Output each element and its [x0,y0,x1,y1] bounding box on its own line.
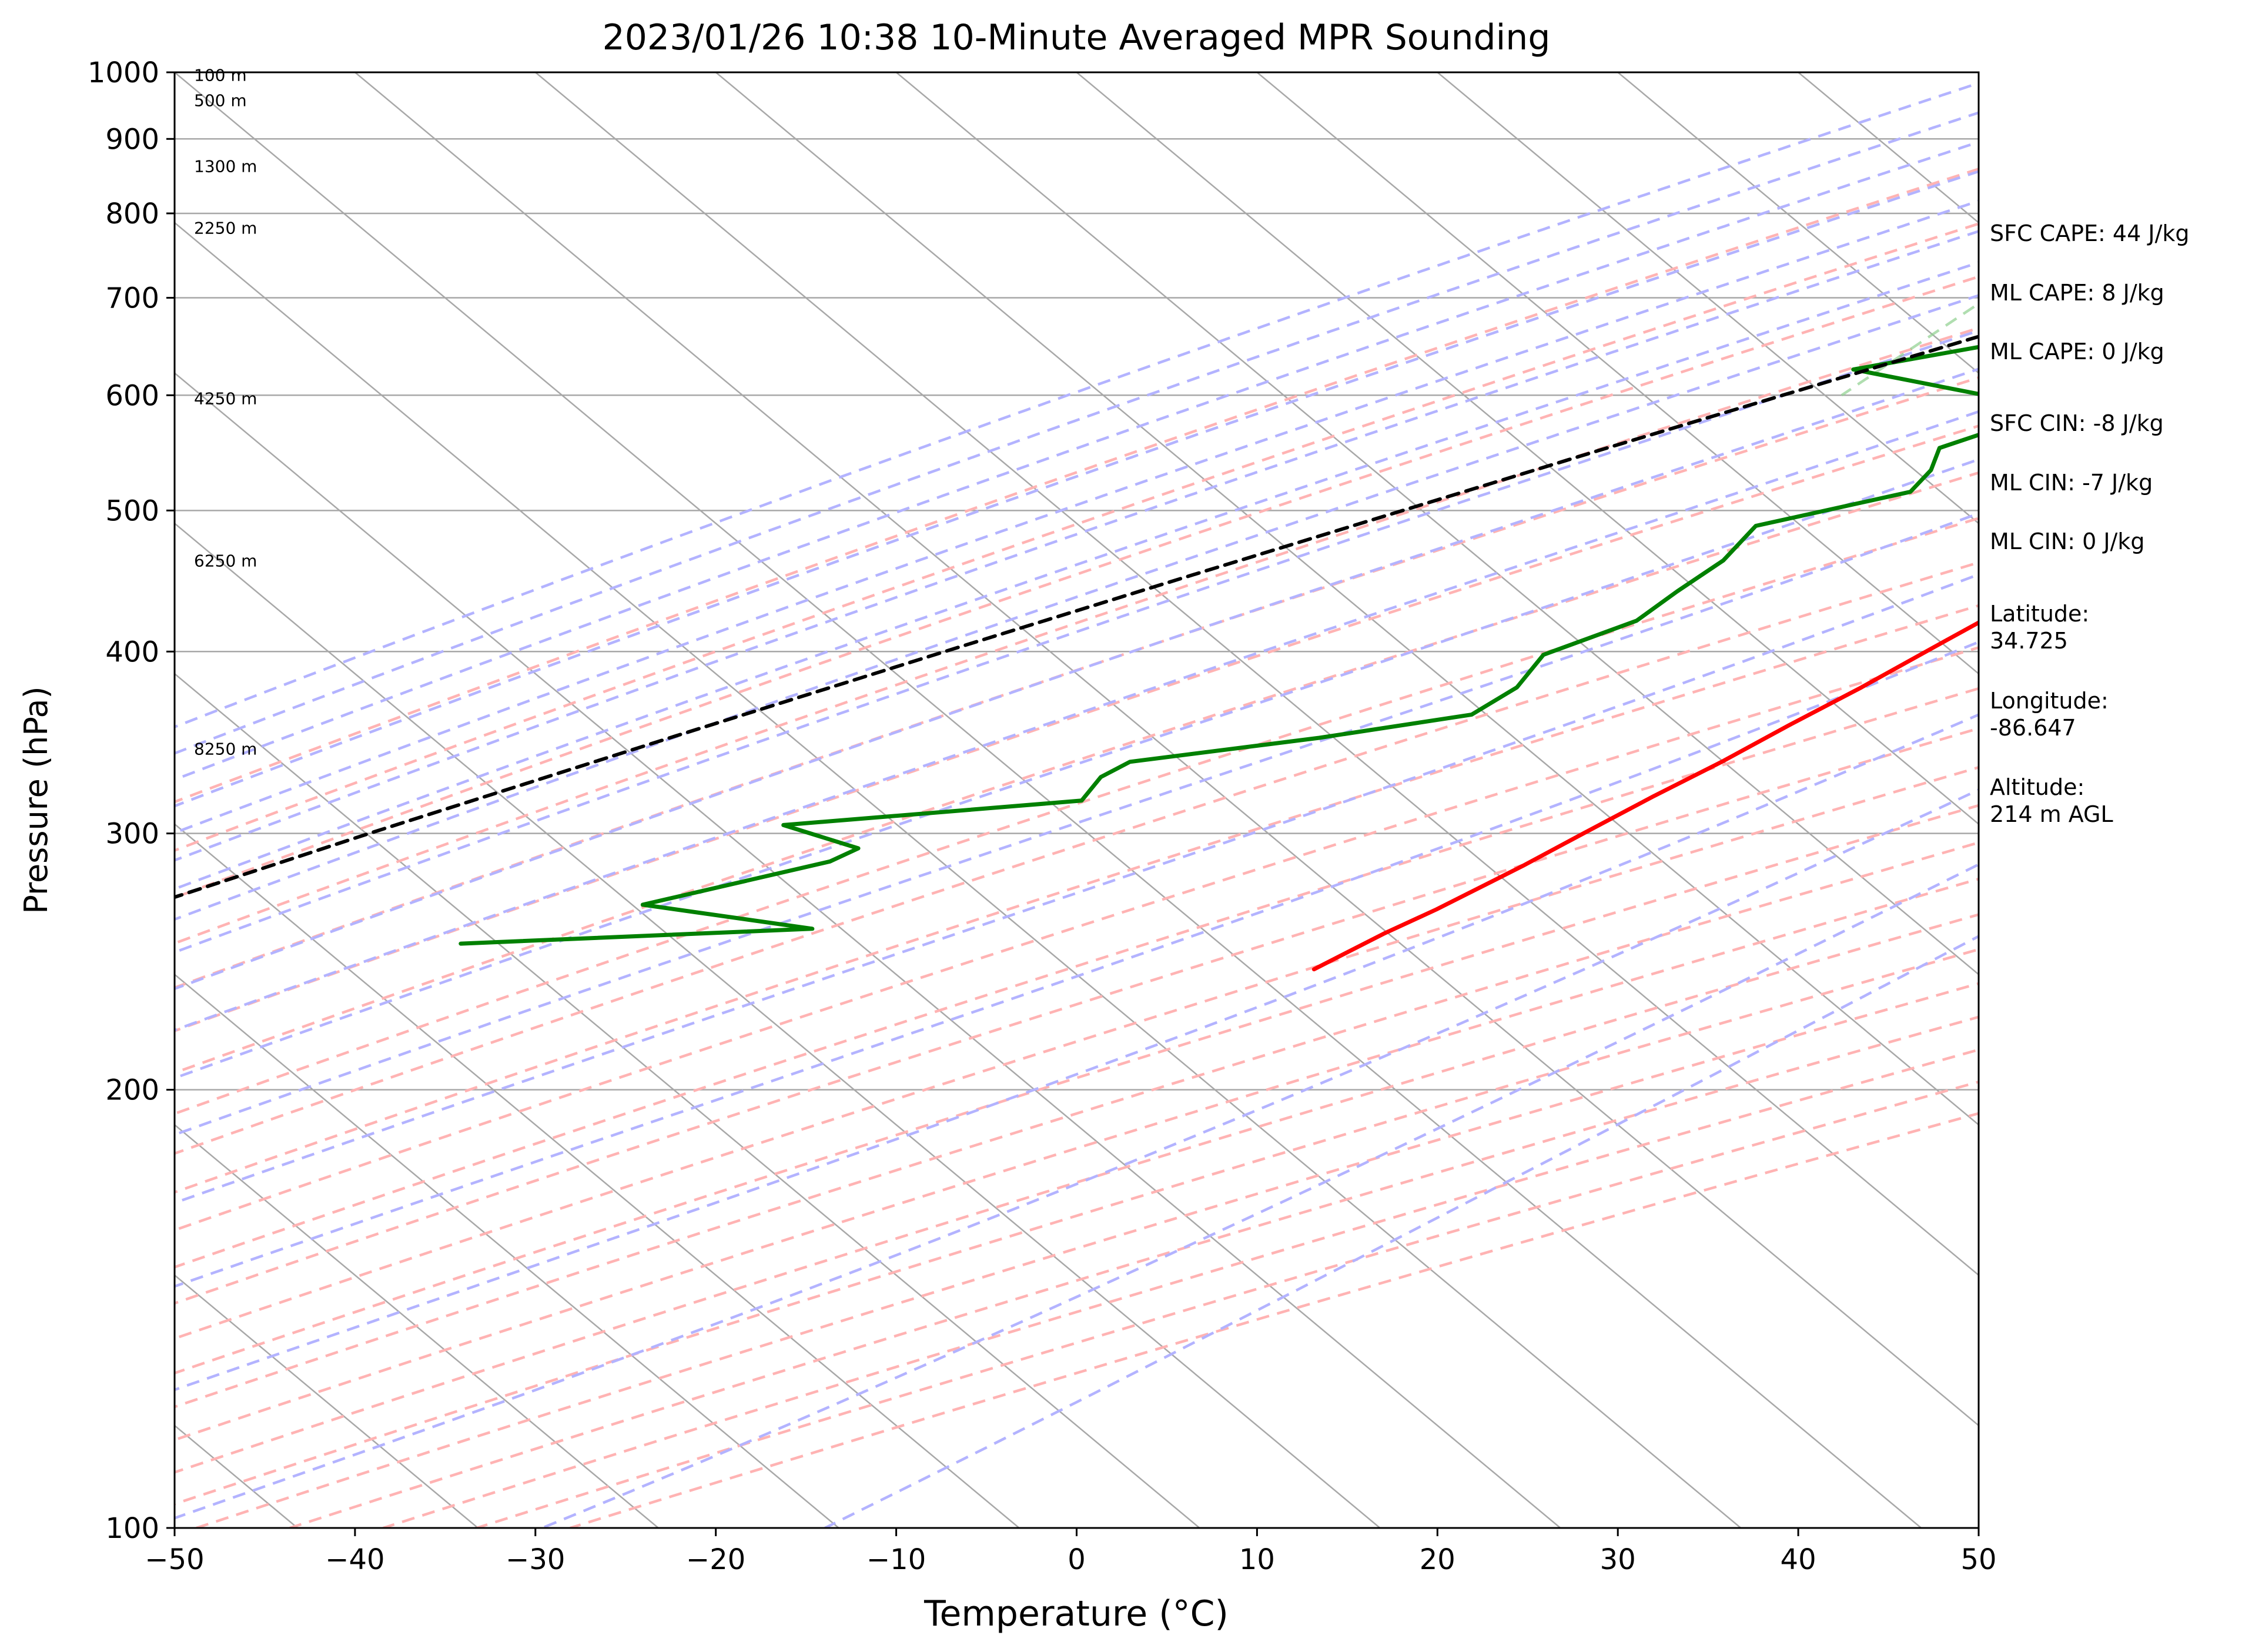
dry-adiabat-line [175,222,1979,852]
moist-adiabat-line [175,512,1979,1136]
y-tick-label: 200 [105,1074,159,1107]
x-tick-label: −20 [686,1543,745,1576]
moist-adiabat-line [175,294,1979,921]
isotherm-line [175,222,1742,1528]
y-tick-label: 400 [105,636,159,668]
y-tick-label: 700 [105,282,159,315]
moist-adiabat-line [175,713,1979,1392]
moist-adiabat-line [175,367,1979,991]
sounding-parameters: SFC CAPE: 44 J/kg ML CAPE: 8 J/kg ML CAPE:… [1990,220,2190,827]
y-tick-label: 1000 [88,56,159,89]
isotherm-line [175,522,1381,1528]
height-labels: 100 m 500 m 1300 m 2250 m 4250 m 6250 m 8250 m [194,65,257,758]
y-tick-label: 900 [105,123,159,156]
moist-adiabat-line [824,935,1979,1528]
moist-adiabat-line [175,329,1979,954]
parameter-annotation: SFC CIN: -8 J/kg [1990,410,2164,436]
dry-adiabat-line [175,517,1979,1115]
y-tick-label: 300 [105,818,159,851]
y-tick-label: 100 [105,1512,159,1545]
x-tick-label: 0 [1068,1543,1086,1576]
x-tick-label: −10 [866,1543,926,1576]
isotherm-line [175,1123,659,1528]
moist-adiabat-line [175,170,1979,808]
x-axis-label: Temperature (°C) [923,1593,1229,1634]
height-label: 500 m [194,91,247,110]
parameter-annotation: ML CAPE: 0 J/kg [1990,339,2164,364]
height-label: 4250 m [194,389,257,409]
moist-adiabat-line [175,141,1979,781]
background-lines [175,72,1979,1528]
y-tick-label: 500 [105,494,159,527]
moist-adiabat-line [175,81,1979,728]
parameter-annotation: ML CIN: -7 J/kg [1990,470,2153,496]
dry-adiabat-line [175,424,1979,1032]
dry-adiabat-line [175,913,1979,1474]
isotherm-line [175,673,1200,1528]
moist-adiabat-line [175,573,1979,1205]
sounding-series [175,335,1979,972]
isotherm-line [715,72,1979,1126]
isotherm-line [175,72,1922,1528]
parameter-annotation: Latitude: 34.725 [1990,601,2089,654]
parameter-annotation: Longitude: -86.647 [1990,688,2109,741]
dry-adiabat-line [175,877,1979,1442]
isotherm-line [175,823,1020,1528]
sounding-series-1 [459,345,1979,946]
dry-adiabat-line [175,471,1979,1075]
x-tick-label: −30 [506,1543,565,1576]
dry-adiabat-line [175,765,1979,1340]
height-label: 1300 m [194,157,257,176]
parameter-annotation: ML CAPE: 8 J/kg [1990,280,2164,306]
sounding-series-0 [1311,620,1979,972]
isotherm-line [895,72,1979,976]
axis-ticks: −50 −40 −30 −20 −10 0 10 20 30 40 50 1000 900 800 700 6… [88,56,1997,1576]
moist-adiabat-line [175,111,1979,755]
height-label: 100 m [194,65,247,85]
y-tick-label: 800 [105,198,159,230]
x-tick-label: −50 [145,1543,204,1576]
x-tick-label: 10 [1239,1543,1275,1576]
y-axis-label: Pressure (hPa) [18,686,55,914]
x-tick-label: 50 [1960,1543,1996,1576]
sounding-series-2 [175,335,1979,899]
isotherm-line [1076,72,1979,825]
isotherm-line [175,1274,478,1528]
isotherm-line [175,973,839,1528]
x-tick-label: 20 [1420,1543,1455,1576]
isotherm-line [354,72,1979,1427]
dry-adiabat-line [175,275,1979,899]
isotherm-line [534,72,1979,1276]
x-tick-label: −40 [325,1543,384,1576]
x-tick-label: 30 [1600,1543,1636,1576]
isotherm-line [1617,72,1979,374]
dry-adiabat-line [175,604,1979,1194]
x-tick-label: 40 [1781,1543,1816,1576]
dry-adiabat-line [175,646,1979,1232]
chart-title: 2023/01/26 10:38 10-Minute Averaged MPR … [603,17,1551,58]
height-label: 2250 m [194,218,257,238]
height-label: 6250 m [194,551,257,570]
parameter-annotation: Altitude: 214 m AGL [1990,774,2113,827]
parameter-annotation: SFC CAPE: 44 J/kg [1990,220,2190,246]
moist-adiabat-line [175,640,1979,1288]
y-tick-label: 600 [105,379,159,412]
dry-adiabat-line [175,727,1979,1305]
parameter-annotation: ML CIN: 0 J/kg [1990,529,2144,554]
height-label: 8250 m [194,740,257,759]
